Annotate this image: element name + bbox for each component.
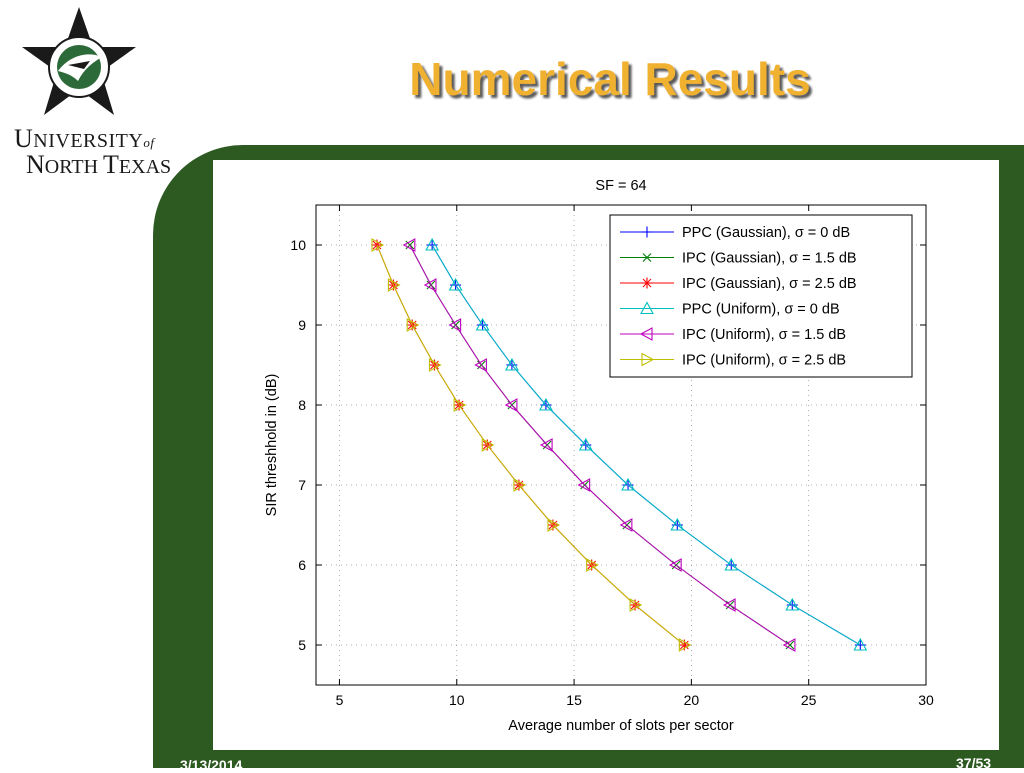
legend-label: PPC (Gaussian), σ = 0 dB [682,225,850,241]
legend-item: IPC (Gaussian), σ = 2.5 dB [620,276,857,292]
data-point-marker [724,557,739,571]
data-point-marker [371,238,385,252]
x-tick-label: 30 [918,692,934,708]
data-point-marker [619,518,633,532]
data-point-marker [722,598,736,612]
data-point-marker [785,640,795,650]
data-point-marker [782,638,796,652]
data-point-marker [642,253,652,262]
series-group [371,237,868,652]
series-line [409,244,791,646]
data-point-marker [425,237,440,251]
data-point-marker [448,277,463,291]
data-point-marker [678,638,692,652]
x-axis-label: Average number of slots per sector [508,718,734,734]
data-point-marker [504,398,518,412]
data-point-marker [785,597,800,611]
chart-title: SF = 64 [595,178,646,194]
legend-item: IPC (Gaussian), σ = 1.5 dB [620,251,857,267]
data-point-marker [428,358,442,372]
data-point-marker [629,598,643,612]
x-tick-label: 10 [449,692,465,708]
data-point-marker [504,357,519,371]
plot-frame [315,204,927,686]
data-point-marker [474,358,487,372]
slide-page-number: 37/53 [956,755,992,771]
data-point-marker [547,518,561,532]
y-axis-label: SIR threshhold in (dB) [264,374,280,517]
data-point-marker [621,477,635,491]
series-line [376,244,685,646]
data-point-marker [641,352,655,367]
data-point-marker [577,478,591,492]
data-point-marker [513,478,527,492]
legend-label: IPC (Uniform), σ = 2.5 dB [682,353,846,369]
unt-seal-logo [22,7,136,115]
data-point-marker [640,301,654,315]
legend-label: IPC (Gaussian), σ = 1.5 dB [682,251,857,267]
data-point-marker [578,437,593,451]
legend-item: IPC (Uniform), σ = 2.5 dB [620,353,846,369]
data-point-marker [406,318,420,332]
x-tick-label: 20 [684,692,700,708]
data-point-marker [538,397,553,411]
data-point-marker [481,438,495,452]
data-point-marker [539,438,553,452]
data-point-marker [586,558,599,572]
data-point-marker [641,277,653,289]
legend-label: PPC (Uniform), σ = 0 dB [682,302,840,318]
legend: PPC (Gaussian), σ = 0 dB IPC (Gaussian), … [609,214,913,378]
data-point-marker [453,398,467,412]
data-point-marker [423,278,437,292]
y-tick-label: 10 [290,237,306,253]
y-tick-label: 8 [298,397,306,413]
sir-threshold-chart: SF = 64 5 10 15 20 25 30 5 6 7 8 9 10 Average numbe… [264,178,934,734]
y-tick-label: 7 [298,477,306,493]
legend-item: PPC (Gaussian), σ = 0 dB [620,225,850,241]
data-point-marker [448,318,462,332]
data-point-marker [668,558,682,572]
data-point-marker [475,317,490,331]
series-6 [371,238,692,652]
legend-item: PPC (Uniform), σ = 0 dB [620,301,840,318]
series-4 [425,237,868,651]
data-point-marker [402,238,416,252]
x-tick-label: 25 [801,692,817,708]
slide-date: 3/13/2014 [180,757,243,773]
legend-item: IPC (Uniform), σ = 1.5 dB [620,327,846,343]
y-tick-label: 9 [298,317,306,333]
data-point-marker [670,517,685,531]
x-tick-label: 5 [336,692,344,708]
x-tick-label: 15 [566,692,582,708]
y-tick-label: 6 [298,557,306,573]
tick-group: 5 10 15 20 25 30 5 6 7 8 9 10 [290,205,934,708]
legend-label: IPC (Gaussian), σ = 2.5 dB [682,276,857,292]
legend-label: IPC (Uniform), σ = 1.5 dB [682,327,846,343]
slide-title: Numerical Results [409,53,811,105]
university-name: UNIVERSITYof NORTH TEXAS [14,124,172,179]
legend-box [609,214,913,378]
series-line [431,244,861,646]
data-point-marker [639,327,653,341]
series-5 [402,238,796,652]
data-point-marker [641,226,653,238]
y-tick-label: 5 [298,637,306,653]
data-point-marker [387,278,401,292]
data-point-marker [853,637,868,651]
